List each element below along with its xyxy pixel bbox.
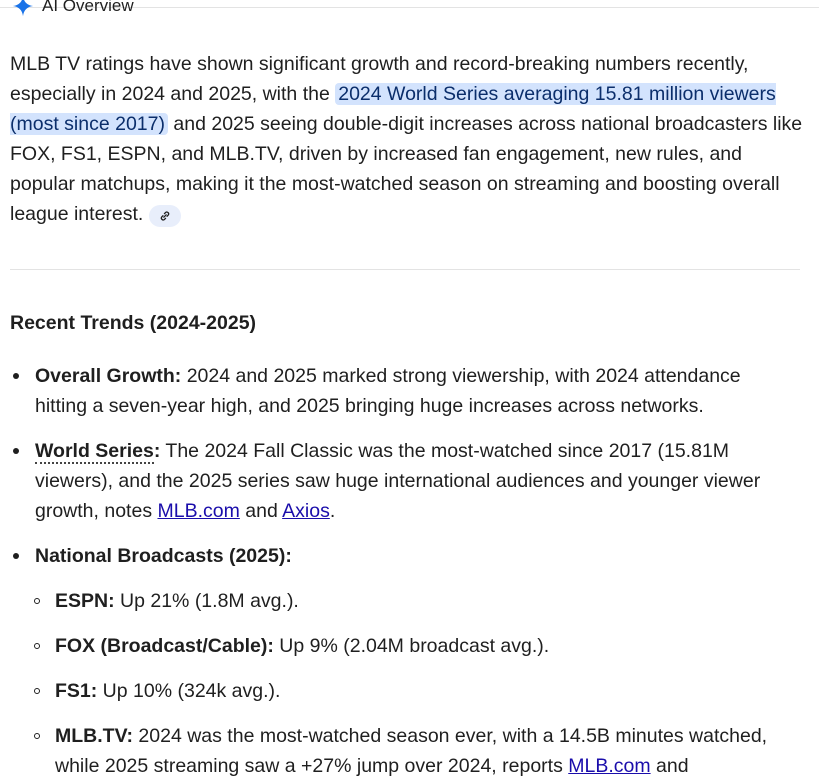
mlb-com-link-2[interactable]: MLB.com [568, 755, 651, 777]
item-text: 2024 was the most-watched season ever, w… [133, 725, 768, 747]
list-item-world-series-cont: viewers), and the 2025 series saw huge i… [35, 466, 760, 496]
list-item-national-broadcasts: National Broadcasts (2025): [35, 541, 292, 571]
item-colon: : [153, 440, 161, 462]
bullet-icon [13, 553, 19, 559]
item-label: National Broadcasts (2025): [35, 545, 292, 567]
list-item-world-series: World Series: The 2024 Fall Classic was … [35, 436, 729, 466]
item-text: Up 9% (2.04M broadcast avg.). [273, 635, 550, 657]
list-item-world-series-cont2: growth, notes MLB.com and Axios. [35, 496, 335, 526]
source-link-button[interactable] [149, 205, 182, 227]
item-text: and [239, 500, 283, 522]
sub-item-mlbtv: MLB.TV: 2024 was the most-watched season… [55, 721, 767, 751]
item-label: MLB.TV: [55, 725, 133, 747]
item-label: Overall Growth: [35, 365, 182, 387]
sub-item-mlbtv-cont: while 2025 streaming saw a +27% jump ove… [55, 751, 689, 781]
bullet-icon [13, 448, 19, 454]
item-text: growth, notes [35, 500, 158, 522]
link-icon [161, 211, 170, 221]
ai-overview-title: AI Overview [42, 0, 134, 15]
item-label: FS1: [55, 680, 98, 702]
item-label: ESPN: [55, 590, 115, 612]
summary-text-start: MLB TV ratings have shown significant gr… [10, 53, 749, 105]
section-title: Recent Trends (2024-2025) [10, 312, 257, 334]
item-text: hitting a seven-year high, and 2025 brin… [35, 395, 704, 417]
item-text: and [650, 755, 689, 777]
world-series-term[interactable]: World Series [35, 440, 154, 464]
item-text: . [329, 500, 336, 522]
item-text: Up 10% (324k avg.). [97, 680, 281, 702]
sub-bullet-icon [34, 598, 40, 604]
section-divider [10, 269, 800, 270]
item-text: Up 21% (1.8M avg.). [114, 590, 299, 612]
list-item-overall-growth: Overall Growth: 2024 and 2025 marked str… [35, 361, 741, 391]
item-label: FOX (Broadcast/Cable): [55, 635, 274, 657]
axios-link[interactable]: Axios [282, 500, 330, 522]
sub-bullet-icon [34, 733, 40, 739]
sub-bullet-icon [34, 643, 40, 649]
sub-bullet-icon [34, 688, 40, 694]
list-item-overall-growth-cont: hitting a seven-year high, and 2025 brin… [35, 391, 704, 421]
overview-summary: MLB TV ratings have shown significant gr… [10, 49, 810, 229]
sub-item-espn: ESPN: Up 21% (1.8M avg.). [55, 586, 299, 616]
summary-text-end: and 2025 seeing double-digit increases a… [10, 113, 803, 225]
ai-overview-header: AI Overview [10, 0, 134, 20]
item-text: 2024 and 2025 marked strong viewership, … [181, 365, 741, 387]
item-text: viewers), and the 2025 series saw huge i… [35, 470, 761, 492]
gemini-sparkle-icon [12, 0, 34, 17]
top-border [0, 7, 819, 8]
item-text: The 2024 Fall Classic was the most-watch… [160, 440, 730, 462]
mlb-com-link[interactable]: MLB.com [157, 500, 240, 522]
item-text: while 2025 streaming saw a +27% jump ove… [55, 755, 569, 777]
bullet-icon [13, 373, 19, 379]
sub-item-fox: FOX (Broadcast/Cable): Up 9% (2.04M broa… [55, 631, 549, 661]
sub-item-fs1: FS1: Up 10% (324k avg.). [55, 676, 280, 706]
